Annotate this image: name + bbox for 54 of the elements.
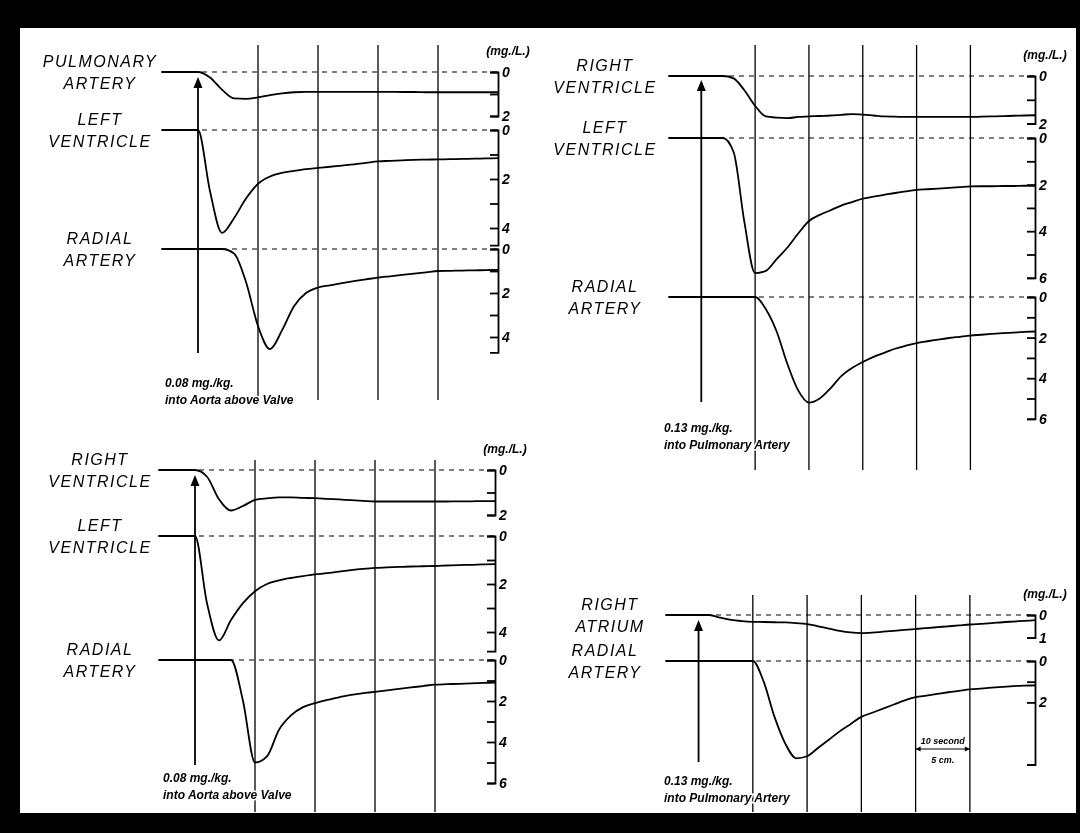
y-tick-label: 2 — [501, 107, 510, 124]
y-tick-label: 0 — [1039, 67, 1047, 84]
y-tick-label: 6 — [499, 774, 507, 791]
y-tick-label: 2 — [501, 170, 510, 187]
text: 0.13 mg./kg. — [664, 421, 733, 435]
y-axis-title: (mg./L.) — [486, 44, 530, 58]
y-tick-label: 2 — [1038, 329, 1047, 346]
y-tick-label: 0 — [499, 651, 507, 668]
chart-title: RADIAL ARTERY — [567, 278, 642, 317]
y-tick-label: 0 — [502, 240, 510, 257]
chart-title: LEFT VENTRICLE — [48, 517, 152, 556]
y-axis-title: (mg./L.) — [1023, 587, 1067, 601]
chart-title: RIGHT ATRIUM — [574, 596, 645, 635]
y-tick-label: 2 — [498, 506, 507, 523]
annotation: 0.08 mg./kg. — [163, 771, 232, 785]
chart-title: LEFT VENTRICLE — [48, 111, 152, 150]
y-tick-label: 2 — [501, 284, 510, 301]
y-tick-label: 0 — [1039, 606, 1047, 623]
y-axis-title: (mg./L.) — [1023, 48, 1067, 62]
y-tick-label: 0 — [1039, 288, 1047, 305]
y-tick-label: 6 — [1039, 269, 1047, 286]
chart-title: RIGHT VENTRICLE — [48, 451, 152, 490]
chart-title: RADIAL ARTERY — [567, 642, 642, 681]
y-tick-label: 4 — [501, 219, 510, 236]
y-tick-label: 2 — [498, 575, 507, 592]
y-tick-label: 6 — [1039, 410, 1047, 427]
y-tick-label: 0 — [1039, 652, 1047, 669]
y-axis-title: (mg./L.) — [483, 442, 527, 456]
chart-title: RADIAL ARTERY — [62, 641, 137, 680]
text: into Pulmonary Artery — [664, 791, 791, 805]
y-tick-label: 4 — [498, 733, 507, 750]
y-tick-label: 0 — [502, 121, 510, 138]
annotation: 10 second — [920, 736, 966, 746]
chart-title: RADIAL ARTERY — [62, 230, 137, 269]
y-tick-label: 4 — [1038, 223, 1047, 240]
chart-title: RIGHT VENTRICLE — [553, 57, 657, 96]
chart-title: LEFT VENTRICLE — [553, 119, 657, 158]
y-tick-label: 1 — [1039, 629, 1047, 646]
y-tick-label: 2 — [1038, 115, 1047, 132]
y-tick-label: 2 — [1038, 694, 1047, 711]
y-tick-label: 0 — [502, 63, 510, 80]
y-tick-label: 0 — [499, 461, 507, 478]
text: 0.13 mg./kg. — [664, 774, 733, 788]
y-tick-label: 4 — [498, 623, 507, 640]
annotation: 5 cm. — [931, 755, 955, 765]
y-tick-label: 0 — [1039, 129, 1047, 146]
y-tick-label: 4 — [501, 328, 510, 345]
chart-title: PULMONARY ARTERY — [42, 53, 158, 92]
text: 0.08 mg./kg. — [165, 376, 234, 390]
y-tick-label: 2 — [1038, 176, 1047, 193]
y-tick-label: 2 — [498, 692, 507, 709]
text: into Aorta above Valve — [165, 393, 294, 407]
y-tick-label: 0 — [499, 527, 507, 544]
y-tick-label: 4 — [1038, 370, 1047, 387]
